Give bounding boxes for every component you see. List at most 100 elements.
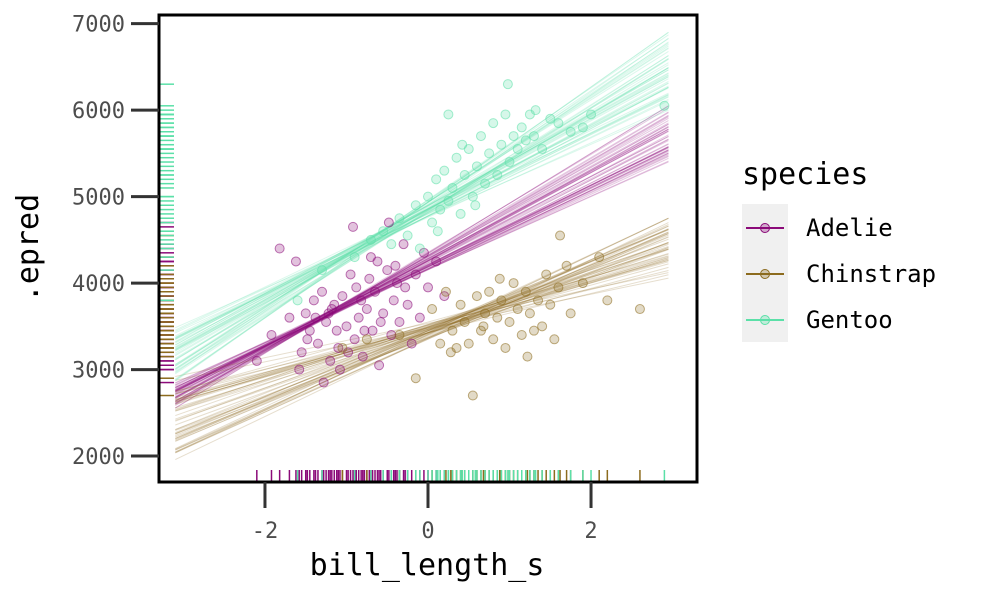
- data-point-chinstrap: [471, 291, 482, 302]
- data-point-chinstrap: [504, 317, 515, 328]
- fit-line-gentoo: [175, 41, 669, 380]
- fit-line-adelie: [175, 125, 669, 402]
- data-point-gentoo: [504, 157, 515, 168]
- data-point-adelie: [374, 360, 385, 371]
- data-point-gentoo: [480, 178, 491, 189]
- data-point-chinstrap: [577, 278, 588, 289]
- data-point-gentoo: [545, 113, 556, 124]
- fit-line-chinstrap: [175, 272, 669, 378]
- fit-line-chinstrap: [175, 259, 669, 403]
- fit-line-chinstrap: [175, 261, 669, 398]
- fit-line-adelie: [175, 131, 669, 393]
- y-axis: 2000 3000 4000 5000 6000 7000: [72, 13, 159, 470]
- fit-line-chinstrap: [175, 236, 669, 442]
- data-point-chinstrap: [522, 351, 533, 362]
- data-point-gentoo: [378, 226, 389, 237]
- data-point-chinstrap: [427, 304, 438, 315]
- fit-line-chinstrap: [175, 257, 669, 401]
- fit-line-adelie: [175, 130, 669, 399]
- fit-line-adelie: [175, 136, 669, 392]
- data-point-chinstrap: [394, 329, 405, 340]
- data-point-chinstrap: [492, 312, 503, 323]
- fit-line-gentoo: [175, 76, 669, 342]
- data-point-adelie: [294, 364, 305, 375]
- data-point-gentoo: [659, 100, 670, 111]
- fit-line-adelie: [175, 156, 669, 389]
- fit-line-chinstrap: [175, 258, 669, 403]
- data-point-chinstrap: [533, 295, 544, 306]
- data-point-adelie: [323, 308, 334, 319]
- fit-line-chinstrap: [175, 238, 669, 422]
- fit-line-chinstrap: [175, 253, 669, 400]
- fit-line-adelie: [175, 147, 669, 387]
- fit-line-chinstrap: [175, 243, 669, 426]
- data-point-adelie: [431, 256, 442, 267]
- data-point-chinstrap: [500, 342, 511, 353]
- fit-line-gentoo: [175, 47, 669, 365]
- fit-line-chinstrap: [175, 234, 669, 436]
- data-point-gentoo: [528, 131, 539, 142]
- data-point-gentoo: [586, 109, 597, 120]
- legend-label-chinstrap: Chinstrap: [806, 260, 936, 288]
- fit-line-adelie: [175, 123, 669, 397]
- fit-line-gentoo: [175, 86, 669, 351]
- fit-line-gentoo: [175, 69, 669, 357]
- fit-line-chinstrap: [175, 248, 669, 405]
- data-point-adelie: [353, 312, 364, 323]
- fit-line-gentoo: [175, 58, 669, 370]
- data-point-gentoo: [502, 79, 513, 90]
- data-point-gentoo: [317, 265, 328, 276]
- data-point-adelie: [398, 239, 409, 250]
- fit-line-gentoo: [175, 55, 669, 370]
- fit-line-adelie: [175, 143, 669, 393]
- y-tick-label: 4000: [72, 272, 125, 297]
- data-point-gentoo: [471, 161, 482, 172]
- data-point-gentoo: [447, 182, 458, 193]
- fit-line-gentoo: [175, 96, 669, 332]
- fit-line-adelie: [175, 157, 669, 388]
- data-point-adelie: [364, 273, 375, 284]
- fit-line-adelie: [175, 128, 669, 400]
- data-point-adelie: [390, 260, 401, 271]
- fit-line-gentoo: [175, 80, 669, 351]
- data-point-chinstrap: [463, 338, 474, 349]
- fit-line-chinstrap: [175, 248, 669, 412]
- fit-line-chinstrap: [175, 217, 669, 453]
- data-point-adelie: [341, 321, 352, 332]
- fit-line-chinstrap: [175, 241, 669, 431]
- fit-line-adelie: [175, 128, 669, 395]
- fit-line-chinstrap: [175, 233, 669, 451]
- data-point-gentoo: [553, 118, 564, 129]
- data-point-chinstrap: [337, 342, 348, 353]
- data-point-gentoo: [402, 230, 413, 241]
- fit-line-chinstrap: [175, 231, 669, 442]
- data-point-chinstrap: [520, 286, 531, 297]
- data-point-chinstrap: [602, 295, 613, 306]
- fit-line-gentoo: [175, 42, 669, 367]
- data-point-chinstrap: [480, 308, 491, 319]
- fit-line-adelie: [175, 146, 669, 392]
- data-point-gentoo: [516, 122, 527, 133]
- data-point-chinstrap: [555, 230, 566, 241]
- data-point-gentoo: [565, 126, 576, 137]
- fit-line-adelie: [175, 155, 669, 388]
- fit-line-chinstrap: [175, 225, 669, 450]
- fit-line-adelie: [175, 115, 669, 402]
- fit-line-gentoo: [175, 38, 669, 371]
- data-point-chinstrap: [541, 269, 552, 280]
- data-point-adelie: [367, 325, 378, 336]
- data-point-gentoo: [459, 169, 470, 180]
- data-point-adelie: [345, 269, 356, 280]
- fit-line-adelie: [175, 140, 669, 392]
- fit-line-gentoo: [175, 75, 669, 350]
- y-tick-label: 5000: [72, 186, 125, 211]
- fit-line-gentoo: [175, 43, 669, 369]
- y-tick-label: 7000: [72, 13, 125, 38]
- fit-line-chinstrap: [175, 236, 669, 440]
- fit-line-gentoo: [175, 31, 669, 382]
- data-point-gentoo: [432, 226, 443, 237]
- fit-line-gentoo: [175, 57, 669, 372]
- x-axis: -2 0 2: [252, 482, 598, 544]
- legend: species Adelie Chinstrap Gentoo: [742, 157, 936, 342]
